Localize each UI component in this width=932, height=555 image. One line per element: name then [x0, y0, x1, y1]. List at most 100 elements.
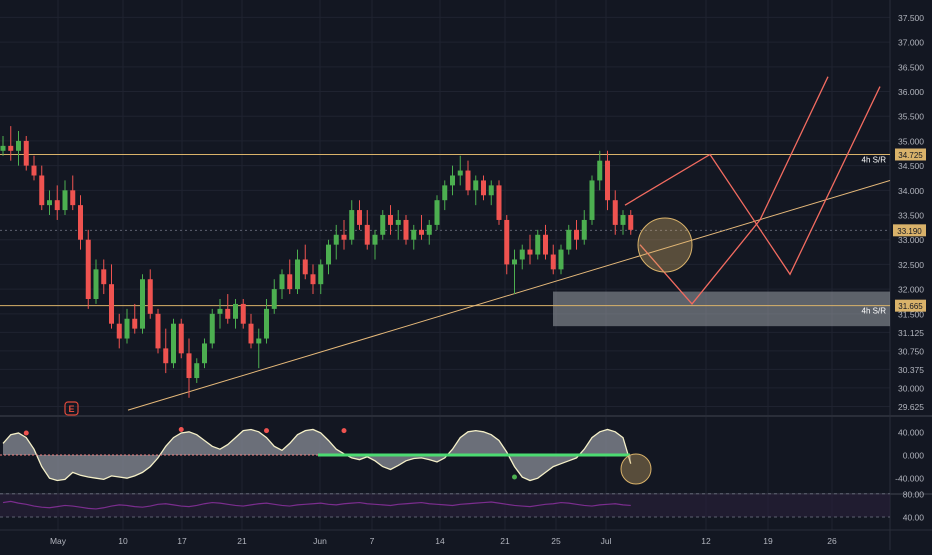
price-axis-label: 33.000	[898, 235, 924, 245]
candle-body	[16, 140, 21, 151]
candle-body	[209, 313, 215, 344]
candle-body	[310, 274, 316, 285]
time-axis-label: 14	[435, 536, 445, 546]
candle-body	[39, 175, 45, 206]
earnings-marker-label: E	[68, 404, 74, 414]
candle-body	[0, 145, 6, 151]
candle-body	[47, 200, 52, 206]
candle-body	[372, 234, 378, 245]
candle-body	[450, 175, 455, 186]
candle-body	[240, 303, 246, 324]
candle-body	[8, 145, 14, 151]
candle-body	[264, 308, 269, 339]
price-axis-label: 30.000	[898, 383, 924, 393]
candle-body	[380, 215, 386, 235]
price-axis-label: 33.500	[898, 211, 924, 221]
time-axis-label: 7	[370, 536, 375, 546]
candle-body	[70, 190, 76, 206]
candle-body	[574, 229, 579, 240]
candle-body	[93, 269, 99, 299]
price-axis-label: 36.000	[898, 87, 924, 97]
candle-body	[558, 249, 564, 270]
oscillator-signal-dot	[264, 428, 269, 434]
candle-body	[194, 363, 200, 379]
candle-body	[279, 274, 285, 290]
candle-body	[186, 353, 192, 379]
oscillator-signal-dot	[23, 430, 29, 436]
price-axis-label: 29.625	[898, 402, 924, 412]
candle-body	[109, 284, 114, 324]
candle-body	[527, 249, 533, 255]
trendline	[127, 179, 891, 411]
candle-body	[512, 259, 517, 265]
sr-label: 4h S/R	[862, 156, 887, 165]
candle-body	[403, 219, 409, 240]
candle-body	[178, 323, 184, 354]
price-axis-label: 32.000	[898, 285, 924, 295]
candle-body	[85, 239, 91, 299]
current-price-tag-text: 33.190	[897, 227, 922, 236]
sr-price-tag-text: 31.665	[898, 302, 923, 311]
projection-path	[624, 86, 881, 276]
candle-body	[171, 323, 176, 364]
candle-body	[628, 215, 634, 230]
candle-body	[116, 323, 122, 339]
candle-body	[31, 165, 37, 176]
oscillator-signal-dot	[341, 428, 347, 434]
time-axis-label: 19	[763, 536, 773, 546]
candle-body	[23, 140, 29, 166]
oscillator-axis-label: -40.000	[895, 474, 924, 484]
candle-body	[357, 210, 362, 225]
oscillator-signal-dot	[512, 474, 517, 480]
candle-body	[465, 170, 471, 191]
candle-body	[302, 259, 308, 275]
candle-body	[426, 224, 432, 235]
sr-price-tag: 34.725	[895, 148, 926, 161]
candle-body	[620, 215, 626, 225]
candle-body	[581, 219, 587, 240]
candle-body	[612, 200, 618, 225]
time-axis-label: 21	[237, 536, 247, 546]
price-axis-label: 32.500	[898, 260, 924, 270]
oscillator-signal-dot	[178, 426, 184, 432]
candle-body	[519, 249, 525, 260]
time-axis-label: 12	[701, 536, 711, 546]
rsi-axis-label: 80.00	[903, 489, 925, 499]
candle-body	[271, 289, 277, 309]
price-axis-label: 31.500	[898, 309, 924, 319]
candle-body	[54, 200, 60, 211]
price-axis-label: 34.500	[898, 161, 924, 171]
candle-body	[225, 308, 231, 319]
oscillator-axis-label: 0.000	[903, 451, 925, 461]
candle-body	[155, 313, 161, 349]
candle-body	[248, 323, 254, 344]
price-axis-label: 37.000	[898, 38, 924, 48]
time-axis-label: May	[50, 536, 67, 546]
candle-body	[589, 180, 595, 220]
candle-body	[326, 244, 331, 265]
price-axis-label: 30.750	[898, 346, 924, 356]
time-axis-label: Jun	[313, 536, 327, 546]
time-axis-label: 26	[827, 536, 837, 546]
sr-price-tag: 31.665	[895, 299, 926, 312]
candle-body	[295, 259, 300, 290]
price-axis-label: 35.500	[898, 112, 924, 122]
sr-price-tag-bg	[895, 299, 926, 312]
candle-body	[132, 318, 138, 329]
sr-label: 4h S/R	[862, 307, 887, 316]
candle-body	[411, 229, 417, 240]
candle-body	[605, 160, 610, 201]
candle-body	[217, 308, 223, 314]
time-axis-label: 10	[118, 536, 128, 546]
candle-body	[256, 338, 262, 344]
earnings-marker: E	[64, 401, 79, 416]
candle-body	[341, 234, 347, 240]
candle-body	[388, 215, 393, 225]
candle-body	[543, 234, 548, 255]
candle-body	[434, 200, 440, 225]
price-axis-label: 31.125	[898, 328, 924, 338]
support-zone	[553, 291, 890, 327]
candle-body	[597, 160, 603, 181]
